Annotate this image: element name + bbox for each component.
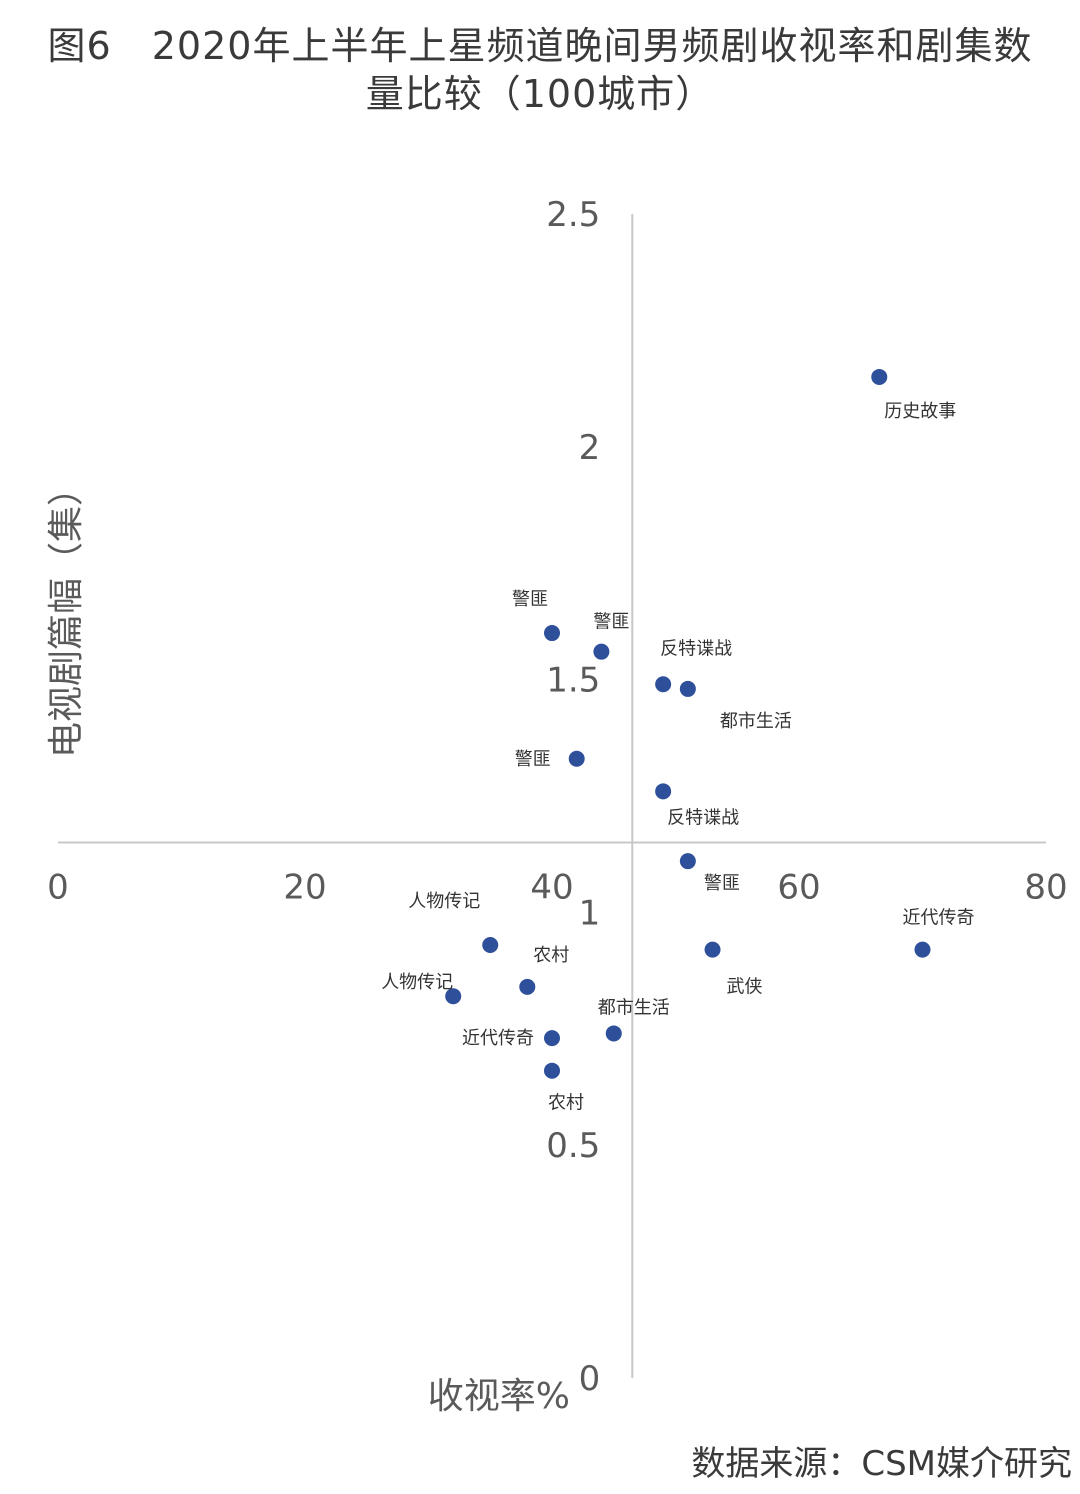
title-line-1: 图6 2020年上半年上星频道晚间男频剧收视率和剧集数 xyxy=(0,22,1080,70)
point-label: 反特谍战 xyxy=(660,638,732,659)
point-label: 近代传奇 xyxy=(462,1028,534,1049)
scatter-point xyxy=(679,680,696,697)
y-tick-label: 0 xyxy=(579,1359,601,1399)
point-label: 都市生活 xyxy=(598,997,670,1018)
scatter-point xyxy=(544,1030,560,1047)
point-label: 都市生活 xyxy=(720,711,792,732)
scatter-point xyxy=(445,988,462,1005)
point-label: 警匪 xyxy=(593,612,629,633)
y-tick-label: 2.5 xyxy=(546,195,600,235)
scatter-point xyxy=(704,941,721,958)
scatter-point xyxy=(679,853,696,870)
point-label: 人物传记 xyxy=(381,972,453,993)
x-tick-label: 40 xyxy=(530,868,573,908)
y-axis-title: 电视剧篇幅（集） xyxy=(46,470,87,758)
x-axis-title: 收视率% xyxy=(428,1376,570,1417)
x-tick-label: 60 xyxy=(777,868,820,908)
scatter-point xyxy=(914,941,931,958)
y-tick-label: 1 xyxy=(579,893,601,933)
title-line-2: 量比较（100城市） xyxy=(365,72,715,116)
x-tick-label: 0 xyxy=(47,868,69,908)
scatter-point xyxy=(655,783,672,800)
data-source: 数据来源：CSM媒介研究 xyxy=(691,1444,1072,1484)
scatter-point xyxy=(871,368,888,385)
point-label: 农村 xyxy=(533,945,569,966)
scatter-point xyxy=(568,750,585,767)
point-label: 反特谍战 xyxy=(667,807,739,828)
point-label: 警匪 xyxy=(515,749,551,770)
y-tick-label: 1.5 xyxy=(546,661,600,701)
scatter-point xyxy=(593,643,610,660)
y-tick-label: 0.5 xyxy=(546,1126,600,1166)
scatter-point xyxy=(482,936,499,953)
point-label: 武侠 xyxy=(727,977,763,998)
scatter-point xyxy=(605,1025,622,1042)
point-label: 人物传记 xyxy=(408,891,480,912)
scatter-point xyxy=(655,676,672,693)
point-label: 警匪 xyxy=(704,873,740,894)
point-label: 农村 xyxy=(548,1093,584,1114)
chart-title: 图6 2020年上半年上星频道晚间男频剧收视率和剧集数 量比较（100城市） xyxy=(0,22,1080,118)
point-label: 近代传奇 xyxy=(903,908,975,929)
x-tick-label: 80 xyxy=(1024,868,1067,908)
figure-number: 图6 xyxy=(47,24,112,68)
title-text-1: 2020年上半年上星频道晚间男频剧收视率和剧集数 xyxy=(151,24,1033,68)
scatter-point xyxy=(519,978,536,995)
y-tick-label: 2 xyxy=(579,428,601,468)
scatter-point xyxy=(544,625,560,642)
x-tick-label: 20 xyxy=(283,868,326,908)
scatter-point xyxy=(544,1062,560,1079)
point-label: 历史故事 xyxy=(884,401,956,422)
point-label: 警匪 xyxy=(512,589,548,610)
